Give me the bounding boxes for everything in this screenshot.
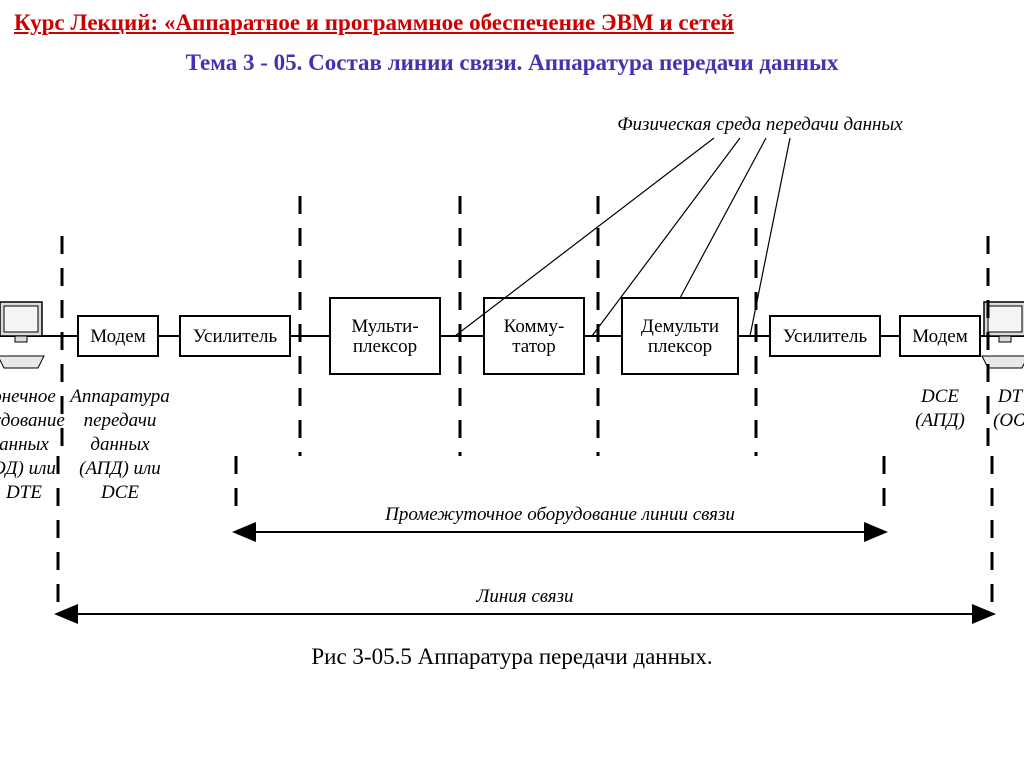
svg-text:Комму-: Комму-: [504, 316, 565, 337]
svg-text:анных: анных: [0, 434, 49, 455]
svg-text:передачи: передачи: [84, 410, 157, 431]
svg-text:Мульти-: Мульти-: [351, 316, 418, 337]
svg-text:Промежуточное оборудование лин: Промежуточное оборудование линии связи: [384, 504, 735, 525]
diagram-svg: Модем Усилитель Мульти-плексор Комму-татор Д…: [0, 76, 1024, 716]
svg-text:Модем: Модем: [912, 326, 968, 347]
svg-text:DCE: DCE: [920, 386, 959, 407]
svg-text:Модем: Модем: [90, 326, 146, 347]
svg-text:Линия связи: Линия связи: [475, 586, 573, 607]
svg-text:(АПД): (АПД): [915, 410, 965, 431]
svg-text:онечное: онечное: [0, 386, 56, 407]
svg-text:(АПД) или: (АПД) или: [79, 458, 161, 479]
svg-text:Аппаратура: Аппаратура: [68, 386, 170, 407]
svg-text:(ОО: (ОО: [993, 410, 1024, 431]
svg-text:DTE: DTE: [5, 482, 42, 503]
svg-text:плексор: плексор: [648, 336, 712, 357]
svg-text:DT: DT: [997, 386, 1024, 407]
svg-text:Демульти: Демульти: [641, 316, 719, 337]
svg-text:Усилитель: Усилитель: [193, 326, 278, 347]
svg-text:Рис 3-05.5 Аппаратура передачи: Рис 3-05.5 Аппаратура передачи данных.: [311, 644, 712, 669]
svg-text:DCE: DCE: [100, 482, 139, 503]
svg-text:рудование: рудование: [0, 410, 65, 431]
svg-text:Физическая среда передачи данн: Физическая среда передачи данных: [617, 114, 903, 135]
course-title: Курс Лекций: «Аппаратное и программное о…: [0, 0, 1024, 36]
svg-text:Усилитель: Усилитель: [783, 326, 868, 347]
svg-text:данных: данных: [90, 434, 150, 455]
diagram-container: Модем Усилитель Мульти-плексор Комму-татор Д…: [0, 76, 1024, 716]
svg-text:плексор: плексор: [353, 336, 417, 357]
svg-text:татор: татор: [512, 336, 556, 357]
svg-text:ОД) или: ОД) или: [0, 458, 56, 479]
topic-title: Тема 3 - 05. Состав линии связи. Аппарат…: [0, 36, 1024, 76]
